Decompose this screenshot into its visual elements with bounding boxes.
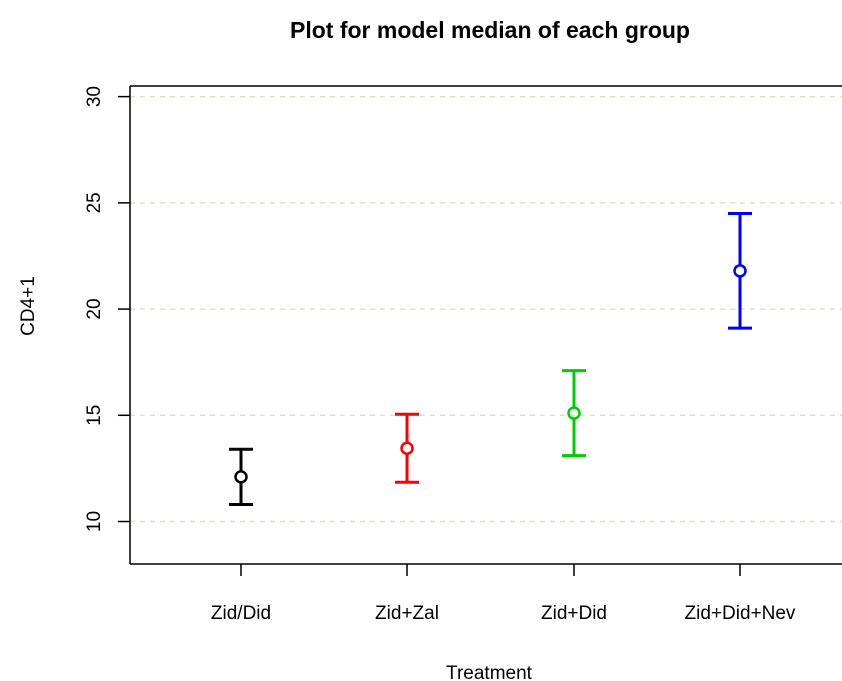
chart-title: Plot for model median of each group xyxy=(290,17,690,43)
median-point xyxy=(733,264,747,278)
y-tick-label: 30 xyxy=(84,86,105,107)
error-bars xyxy=(229,211,752,507)
x-tick-label: Zid+Zal xyxy=(375,603,439,624)
y-tick-label: 25 xyxy=(84,192,105,213)
x-tick-label: Zid/Did xyxy=(211,603,271,624)
grid xyxy=(130,95,842,523)
x-axis-label: Treatment xyxy=(446,663,533,681)
y-tick-label: 15 xyxy=(84,405,105,426)
y-axis-label: CD4+1 xyxy=(18,276,39,336)
y-tick-label: 10 xyxy=(84,511,105,532)
x-tick-label: Zid+Did+Nev xyxy=(685,603,796,624)
axes: 10 15 20 25 30 Zid/Did Zid+Zal Zid+Did Zid+Did+N… xyxy=(84,85,842,624)
median-point xyxy=(567,406,581,420)
median-point xyxy=(400,441,414,455)
x-tick-label: Zid+Did xyxy=(541,603,607,624)
median-point xyxy=(234,470,248,484)
y-tick-label: 20 xyxy=(84,298,105,319)
